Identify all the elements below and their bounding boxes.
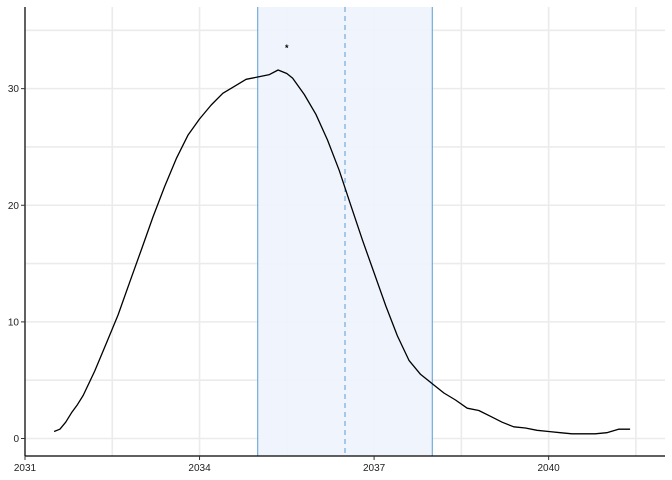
axis-layer <box>21 7 665 460</box>
y-tick-label: 30 <box>8 84 20 95</box>
x-tick-label: 2040 <box>538 463 561 474</box>
series-line-layer <box>53 69 631 435</box>
x-tick-label: 2034 <box>188 463 211 474</box>
y-tick-label: 20 <box>8 201 20 212</box>
y-tick-label: 0 <box>13 434 19 445</box>
x-tick-label: 2031 <box>14 463 37 474</box>
tick-label-layer: * 2031 2034 2037 2040 0 10 20 30 <box>8 43 560 474</box>
y-tick-label: 10 <box>8 317 20 328</box>
interval-band-layer <box>257 7 433 456</box>
x-tick-label: 2037 <box>363 463 386 474</box>
series-line <box>53 69 631 435</box>
peak-annotation: * <box>285 43 289 53</box>
